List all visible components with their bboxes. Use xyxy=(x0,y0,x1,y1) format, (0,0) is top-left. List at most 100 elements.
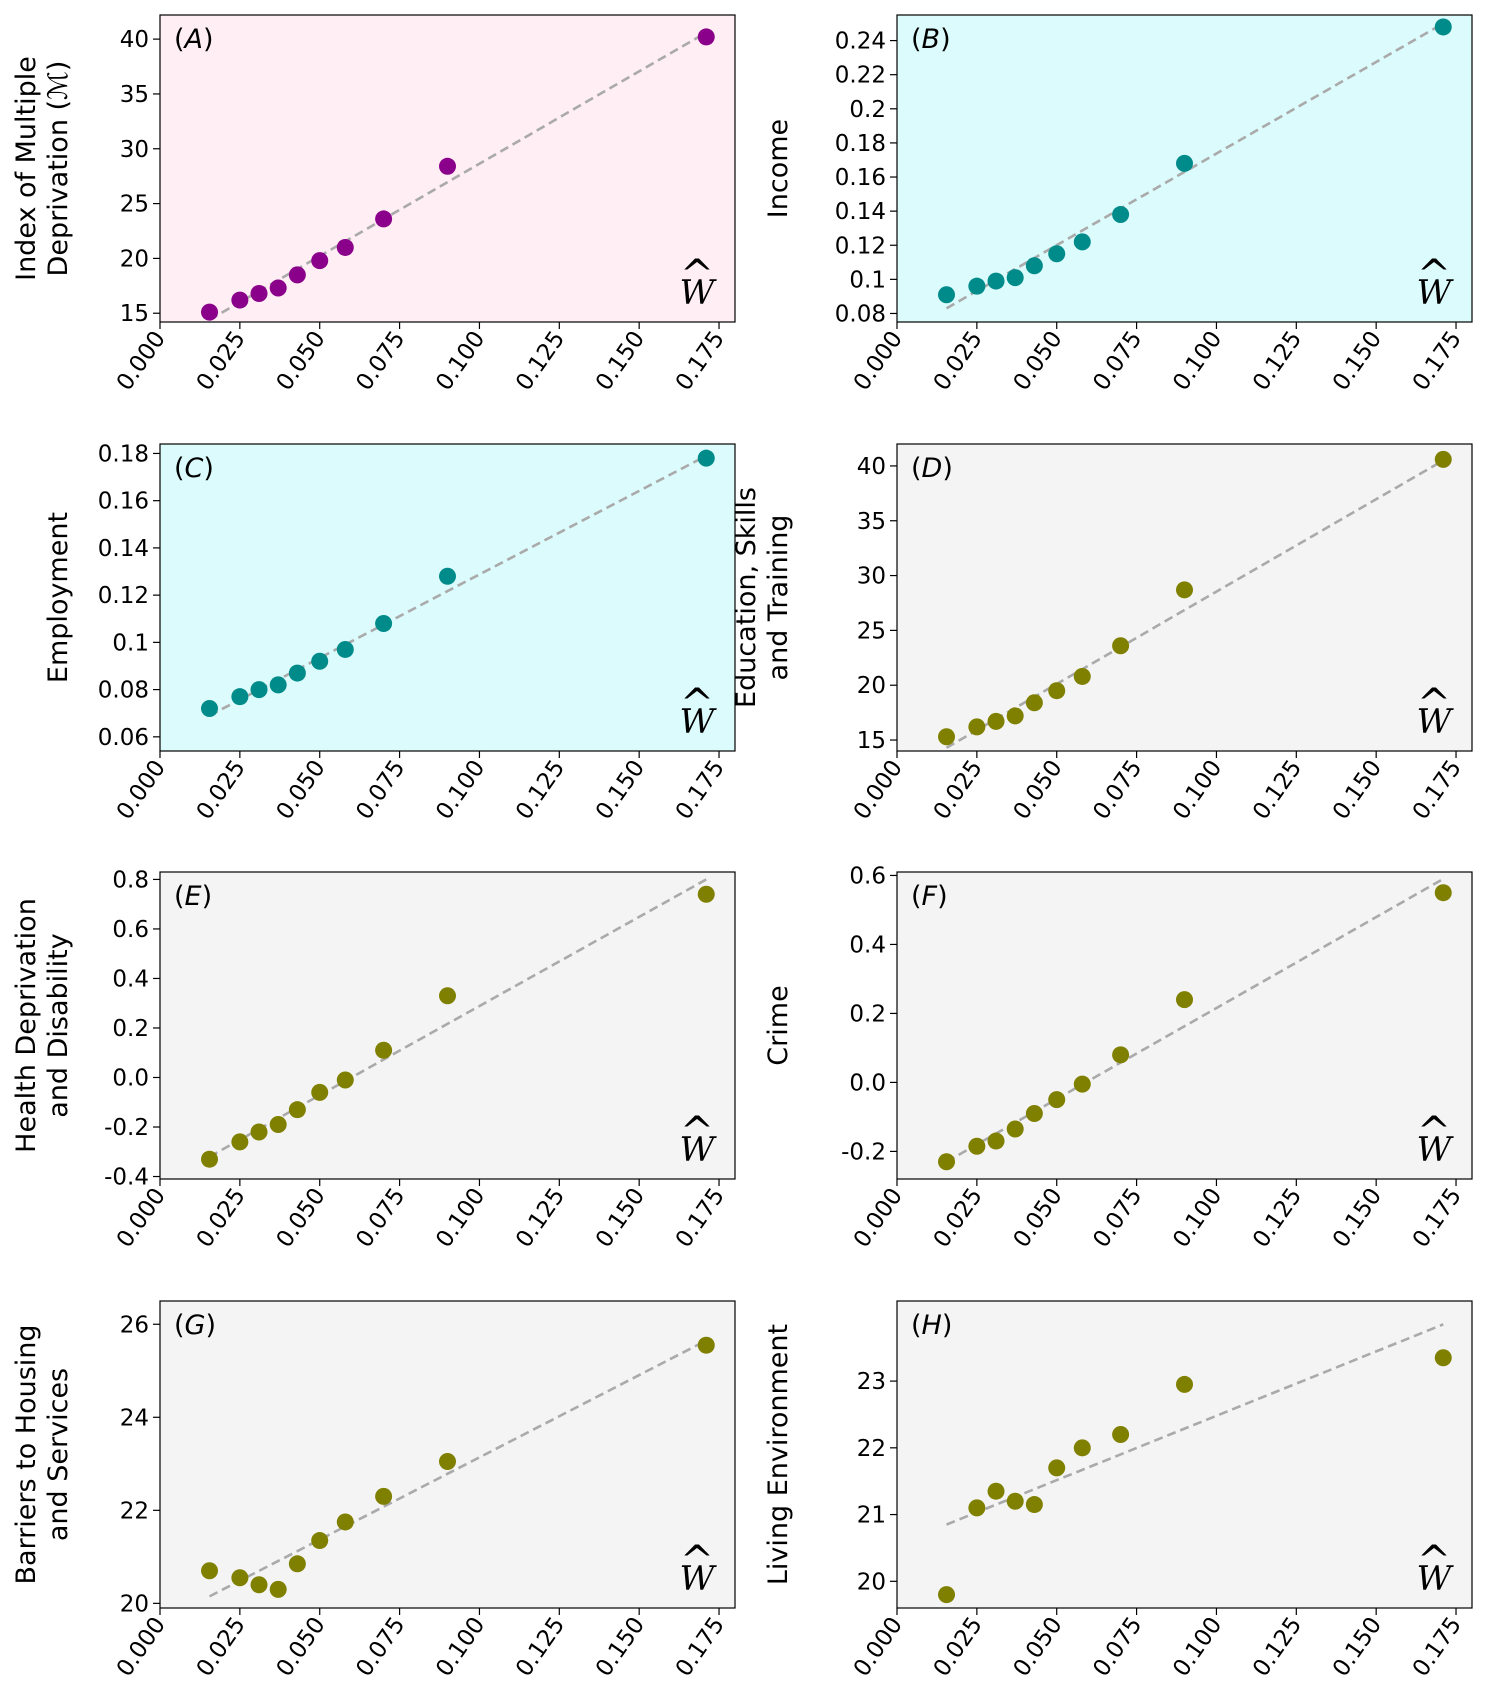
panel-label-open: ( xyxy=(174,1310,185,1341)
data-point xyxy=(1434,884,1452,902)
y-tick-label: 0.22 xyxy=(835,63,886,89)
x-tick-label: 0.100 xyxy=(431,327,490,396)
plot-frame xyxy=(896,1300,1473,1609)
data-point xyxy=(1006,269,1024,287)
w-hat-symbol: W xyxy=(680,702,718,742)
panel-label: (B) xyxy=(911,24,951,55)
data-point xyxy=(1025,694,1043,712)
x-tick-label: 0.050 xyxy=(272,1613,331,1682)
panel-c: 0.06 0.08 0.1 0.12 0.14 0.16 0.18 0.000 0.025 0.0… xyxy=(43,441,736,825)
y-tick-label: 40 xyxy=(120,27,149,53)
x-tick-label: 0.025 xyxy=(192,1613,251,1682)
data-point xyxy=(336,640,354,658)
data-point xyxy=(336,238,354,256)
plot-frame xyxy=(896,14,1473,323)
data-point xyxy=(311,1532,329,1550)
x-tick-label: 0.075 xyxy=(351,327,410,396)
x-tick-label: 0.100 xyxy=(1168,1613,1227,1682)
panel-label: (A) xyxy=(174,24,214,55)
x-tick-label: 0.100 xyxy=(431,756,490,825)
y-axis-label: Income xyxy=(763,119,794,218)
data-point xyxy=(288,1555,306,1573)
data-point xyxy=(987,1132,1005,1150)
y-tick-label: 0.4 xyxy=(112,966,149,992)
data-point xyxy=(968,718,986,736)
w-hat-symbol: W xyxy=(1417,702,1455,742)
data-point xyxy=(231,291,249,309)
data-point xyxy=(1048,1459,1066,1477)
panel-label-close: ) xyxy=(202,881,213,912)
w-hat-symbol: W xyxy=(1417,273,1455,313)
y-tick-label: 0.18 xyxy=(835,131,886,157)
data-point xyxy=(968,1499,986,1517)
panel-f: -0.2 0.0 0.2 0.4 0.6 0.000 0.025 0.050 0.075 0.10… xyxy=(763,863,1473,1253)
plot-background xyxy=(160,444,735,751)
y-tick-label: 20 xyxy=(120,1591,149,1617)
y-tick-label: 24 xyxy=(120,1405,149,1431)
x-tick-label: 0.125 xyxy=(1248,1184,1307,1253)
x-tick-label: 0.125 xyxy=(1248,756,1307,825)
y-tick-label: 0.0 xyxy=(112,1065,149,1091)
x-tick-label: 0.150 xyxy=(591,1184,650,1253)
data-point xyxy=(250,681,268,699)
w-hat-caret: ^ xyxy=(1417,681,1451,727)
x-tick-label: 0.000 xyxy=(112,756,171,825)
data-point xyxy=(697,1336,715,1354)
y-tick-label: -0.2 xyxy=(104,1115,149,1141)
panel-e: -0.4 -0.2 0.0 0.2 0.4 0.6 0.8 0.000 0.025 0.050 0.… xyxy=(11,867,736,1253)
panel-label-letter: H xyxy=(922,1310,942,1341)
y-tick-label: 0.2 xyxy=(849,1001,886,1027)
fit-line xyxy=(946,1323,1444,1526)
x-tick-label: 0.150 xyxy=(591,1613,650,1682)
data-point xyxy=(1176,154,1193,172)
y-tick-label: 21 xyxy=(857,1503,886,1529)
plot-frame xyxy=(159,443,736,752)
data-point xyxy=(231,1569,249,1587)
x-tick-label: 0.150 xyxy=(1328,1613,1387,1682)
panel-label-open: ( xyxy=(174,24,185,55)
data-point xyxy=(1025,257,1043,275)
y-tick-label: 25 xyxy=(857,618,886,644)
plot-frame xyxy=(159,871,736,1180)
y-axis-label: Education, Skills xyxy=(731,487,762,708)
panel-label-close: ) xyxy=(940,24,951,55)
x-tick-label: 0.025 xyxy=(929,327,988,396)
data-point xyxy=(987,712,1005,730)
x-tick-label: 0.050 xyxy=(272,327,331,396)
y-axis-label: and Services xyxy=(43,1368,74,1541)
data-point xyxy=(311,1083,329,1101)
data-point xyxy=(231,1133,249,1151)
x-tick-label: 0.100 xyxy=(1168,1184,1227,1253)
data-point xyxy=(1176,581,1193,599)
panel-label-letter: G xyxy=(185,1310,206,1341)
fit-line xyxy=(208,454,707,717)
data-point xyxy=(439,157,456,175)
y-tick-label: 0.4 xyxy=(849,932,886,958)
x-tick-label: 0.075 xyxy=(351,756,410,825)
y-tick-label: 0.2 xyxy=(112,1016,149,1042)
w-hat-caret: ^ xyxy=(1417,1109,1451,1155)
data-point xyxy=(1112,206,1130,224)
x-tick-label: 0.150 xyxy=(1328,756,1387,825)
x-tick-label: 0.050 xyxy=(1009,756,1068,825)
x-tick-label: 0.125 xyxy=(1248,1613,1307,1682)
data-point xyxy=(250,1123,268,1141)
data-point xyxy=(938,1153,956,1171)
plot-background xyxy=(160,872,735,1179)
data-point xyxy=(201,699,219,717)
data-point xyxy=(697,28,715,46)
y-axis-label: Index of Multiple xyxy=(11,56,42,281)
x-tick-label: 0.125 xyxy=(1248,327,1307,396)
x-tick-label: 0.000 xyxy=(112,1184,171,1253)
panel-g: 20 22 24 26 0.000 0.025 0.050 0.075 0.100 0.125 0.… xyxy=(11,1300,736,1682)
data-point xyxy=(1048,245,1066,263)
data-point xyxy=(375,1487,393,1505)
y-axis-label: Employment xyxy=(43,512,74,683)
data-point xyxy=(231,688,249,706)
panel-label-close: ) xyxy=(205,1310,216,1341)
y-tick-label: 0.1 xyxy=(849,267,886,293)
panel-label: (E) xyxy=(174,881,212,912)
data-point xyxy=(269,1580,287,1598)
y-tick-label: 40 xyxy=(857,454,886,480)
y-tick-label: 0.0 xyxy=(849,1070,886,1096)
